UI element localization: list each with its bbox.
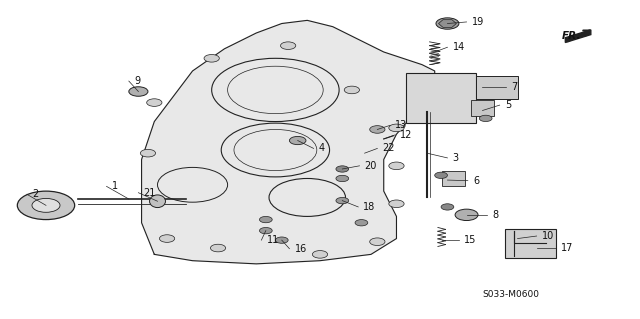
Circle shape bbox=[389, 200, 404, 208]
Text: 9: 9 bbox=[134, 76, 140, 86]
Circle shape bbox=[259, 216, 272, 223]
Text: 10: 10 bbox=[541, 231, 554, 241]
Circle shape bbox=[336, 166, 349, 172]
Polygon shape bbox=[438, 20, 456, 27]
Text: 8: 8 bbox=[492, 210, 498, 220]
FancyBboxPatch shape bbox=[471, 100, 494, 116]
Circle shape bbox=[441, 204, 454, 210]
Circle shape bbox=[312, 250, 328, 258]
Text: 11: 11 bbox=[266, 235, 279, 245]
Text: 15: 15 bbox=[464, 235, 476, 245]
FancyBboxPatch shape bbox=[442, 171, 465, 186]
Text: 22: 22 bbox=[383, 144, 395, 153]
Circle shape bbox=[389, 162, 404, 170]
Text: 16: 16 bbox=[294, 244, 307, 254]
Text: 20: 20 bbox=[365, 161, 377, 171]
Circle shape bbox=[455, 209, 478, 220]
Text: 7: 7 bbox=[511, 82, 517, 92]
Text: 12: 12 bbox=[400, 130, 413, 140]
Circle shape bbox=[280, 42, 296, 49]
Polygon shape bbox=[141, 20, 435, 264]
Text: 13: 13 bbox=[395, 120, 408, 130]
Circle shape bbox=[389, 124, 404, 132]
Circle shape bbox=[129, 87, 148, 96]
Circle shape bbox=[336, 175, 349, 182]
Circle shape bbox=[479, 115, 492, 122]
Circle shape bbox=[259, 227, 272, 234]
Text: 21: 21 bbox=[143, 188, 156, 198]
Circle shape bbox=[289, 137, 306, 145]
Text: 5: 5 bbox=[505, 100, 511, 110]
Text: 18: 18 bbox=[364, 202, 376, 212]
FancyBboxPatch shape bbox=[406, 72, 476, 123]
Text: 1: 1 bbox=[111, 182, 118, 191]
Text: 4: 4 bbox=[319, 144, 325, 153]
Ellipse shape bbox=[150, 195, 166, 208]
Circle shape bbox=[370, 126, 385, 133]
Text: FR.: FR. bbox=[562, 31, 582, 41]
Text: 14: 14 bbox=[452, 42, 465, 52]
Circle shape bbox=[275, 237, 288, 243]
Circle shape bbox=[211, 244, 226, 252]
Circle shape bbox=[32, 198, 60, 212]
Text: 2: 2 bbox=[32, 189, 38, 199]
Text: 6: 6 bbox=[473, 176, 479, 186]
Circle shape bbox=[147, 99, 162, 106]
Circle shape bbox=[204, 55, 220, 62]
FancyBboxPatch shape bbox=[476, 76, 518, 100]
Text: 17: 17 bbox=[561, 243, 573, 253]
Circle shape bbox=[355, 219, 368, 226]
Circle shape bbox=[140, 149, 156, 157]
Text: S033-M0600: S033-M0600 bbox=[483, 290, 540, 299]
Circle shape bbox=[336, 197, 349, 204]
Text: 19: 19 bbox=[472, 17, 484, 27]
Circle shape bbox=[159, 235, 175, 242]
Text: 3: 3 bbox=[452, 153, 459, 163]
Circle shape bbox=[436, 18, 459, 29]
Circle shape bbox=[435, 172, 447, 178]
Circle shape bbox=[370, 238, 385, 246]
FancyBboxPatch shape bbox=[505, 229, 556, 257]
Circle shape bbox=[17, 191, 75, 219]
Polygon shape bbox=[565, 30, 591, 42]
Circle shape bbox=[344, 86, 360, 94]
